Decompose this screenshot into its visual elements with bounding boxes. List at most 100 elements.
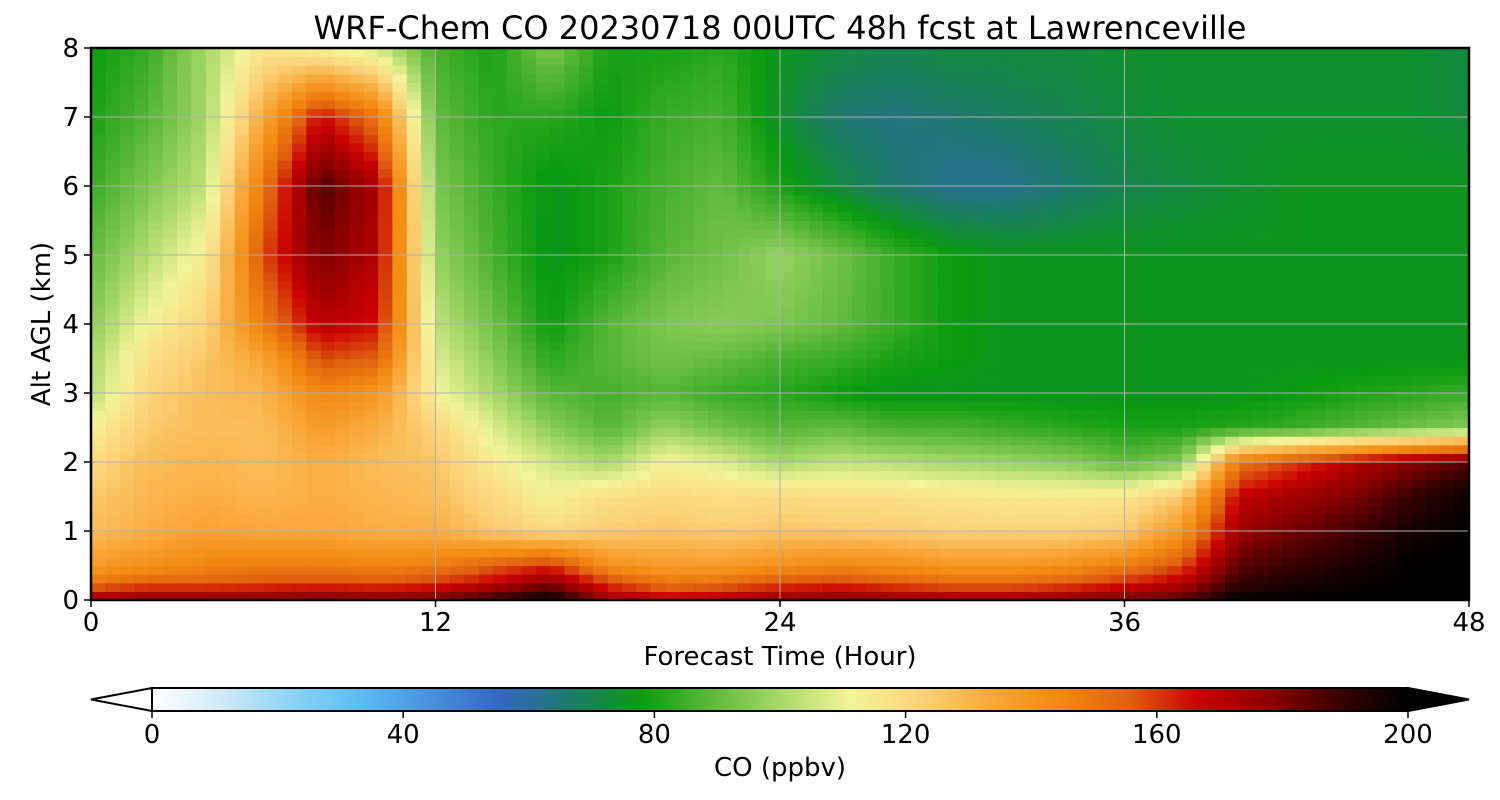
co-cell xyxy=(177,91,193,101)
co-cell xyxy=(708,367,724,377)
co-cell xyxy=(636,479,652,489)
co-cell xyxy=(823,194,839,204)
co-cell xyxy=(435,487,451,498)
co-cell xyxy=(607,203,623,213)
co-cell xyxy=(1153,496,1169,506)
co-cell xyxy=(134,367,150,377)
co-cell xyxy=(622,487,638,498)
co-cell xyxy=(291,142,307,153)
co-cell xyxy=(306,470,322,480)
co-cell xyxy=(650,211,666,222)
co-cell xyxy=(1181,324,1197,334)
co-cell xyxy=(492,125,508,135)
co-cell xyxy=(679,298,695,308)
co-cell xyxy=(191,574,207,584)
co-cell xyxy=(478,108,494,118)
co-cell xyxy=(234,410,250,420)
co-cell xyxy=(1081,358,1097,368)
co-cell xyxy=(579,298,594,308)
co-cell xyxy=(392,298,408,308)
co-cell xyxy=(1138,65,1154,75)
co-cell xyxy=(277,48,293,58)
co-cell xyxy=(363,73,379,84)
co-cell xyxy=(507,418,523,429)
co-cell xyxy=(507,384,523,394)
co-cell xyxy=(937,565,953,575)
co-cell xyxy=(378,574,394,584)
co-cell xyxy=(579,73,594,84)
co-cell xyxy=(1052,263,1068,273)
co-cell xyxy=(378,177,394,187)
co-cell xyxy=(995,48,1011,58)
co-cell xyxy=(392,453,408,463)
co-cell xyxy=(220,73,236,84)
co-cell xyxy=(435,237,451,247)
co-cell xyxy=(119,496,135,506)
co-cell xyxy=(535,436,551,446)
co-cell xyxy=(492,168,508,178)
co-cell xyxy=(291,522,307,532)
co-cell xyxy=(105,186,121,196)
co-cell xyxy=(406,470,422,480)
co-cell xyxy=(1167,479,1183,489)
co-cell xyxy=(1052,246,1068,256)
co-cell xyxy=(148,186,164,196)
co-cell xyxy=(736,255,752,265)
co-cell xyxy=(650,522,666,532)
co-cell xyxy=(421,203,437,213)
co-cell xyxy=(1067,496,1083,506)
co-cell xyxy=(923,229,939,239)
co-cell xyxy=(449,168,465,178)
co-cell xyxy=(320,427,336,437)
co-cell xyxy=(679,513,695,523)
co-cell xyxy=(1052,186,1068,196)
co-cell xyxy=(794,48,810,58)
co-cell xyxy=(966,229,982,239)
co-cell xyxy=(952,211,968,222)
co-cell xyxy=(837,73,853,84)
co-cell xyxy=(937,375,953,385)
co-cell xyxy=(162,289,178,299)
co-cell xyxy=(277,444,293,454)
co-cell xyxy=(177,125,193,135)
co-cell xyxy=(823,367,839,377)
co-cell xyxy=(636,496,652,506)
co-cell xyxy=(851,194,867,204)
co-cell xyxy=(1038,375,1054,385)
co-cell xyxy=(952,410,968,420)
co-cell xyxy=(1153,177,1169,187)
co-cell xyxy=(693,436,709,446)
co-cell xyxy=(406,280,422,291)
co-cell xyxy=(980,56,996,66)
co-cell xyxy=(320,160,336,170)
co-cell xyxy=(1138,358,1154,368)
co-cell xyxy=(162,393,178,403)
co-cell xyxy=(1124,375,1140,385)
co-cell xyxy=(263,513,279,523)
co-cell xyxy=(1167,496,1183,506)
co-cell xyxy=(736,65,752,75)
co-cell xyxy=(335,436,350,446)
co-cell xyxy=(421,186,437,196)
co-cell xyxy=(937,280,953,291)
co-cell xyxy=(780,65,795,75)
co-cell xyxy=(148,479,164,489)
co-cell xyxy=(693,194,709,204)
co-cell xyxy=(291,496,307,506)
co-cell xyxy=(1153,384,1169,394)
co-cell xyxy=(535,358,551,368)
co-cell xyxy=(234,393,250,403)
co-cell xyxy=(909,487,925,498)
co-cell xyxy=(751,384,767,394)
co-cell xyxy=(435,444,451,454)
co-cell xyxy=(1110,556,1126,567)
co-cell xyxy=(808,427,824,437)
co-cell xyxy=(550,186,566,196)
co-cell xyxy=(751,548,767,558)
co-cell xyxy=(966,358,982,368)
co-cell xyxy=(693,591,709,600)
co-cell xyxy=(363,220,379,230)
co-cell xyxy=(1110,574,1126,584)
co-cell xyxy=(794,203,810,213)
co-cell xyxy=(736,531,752,541)
